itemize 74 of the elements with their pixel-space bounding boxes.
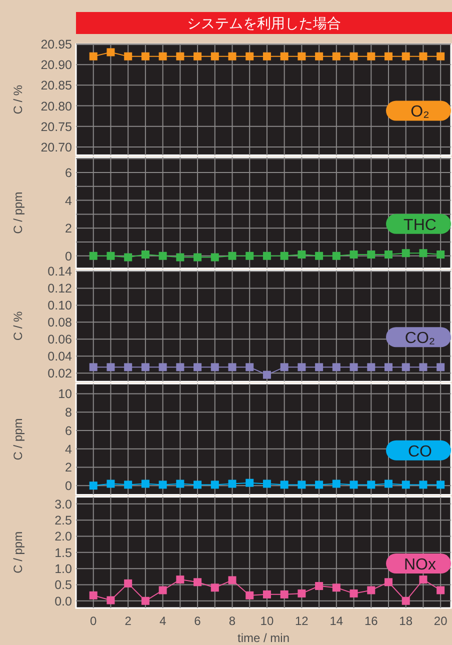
series-label: CO₂ <box>404 330 436 348</box>
x-tick-label: 10 <box>260 614 274 628</box>
point <box>280 590 288 598</box>
x-tick-label: 20 <box>434 614 448 628</box>
y-tick-label: 20.95 <box>40 38 72 52</box>
point <box>106 596 115 604</box>
y-tick-label: 0.0 <box>54 594 72 608</box>
y-tick-label: 1.5 <box>54 546 72 560</box>
point <box>402 596 410 605</box>
x-tick-label: 2 <box>124 614 132 628</box>
point <box>124 579 132 588</box>
y-tick-label: 0 <box>65 249 72 264</box>
x-tick-label: 12 <box>295 614 309 628</box>
y-tick-label: 8 <box>65 406 72 420</box>
y-tick-label: 6 <box>65 424 72 438</box>
y-axis-title: C / % <box>11 311 25 341</box>
y-axis-title: C / ppm <box>11 418 25 460</box>
point <box>228 576 236 584</box>
y-tick-label: 2.0 <box>54 530 72 544</box>
y-tick-label: 4 <box>65 442 72 456</box>
series-label: THC <box>404 216 436 234</box>
y-tick-label: 2 <box>65 460 72 475</box>
y-tick-label: 20.90 <box>40 58 72 72</box>
y-tick-label: 20.75 <box>40 120 72 134</box>
series-label: NOx <box>404 556 436 574</box>
point <box>89 591 98 600</box>
point <box>158 586 167 594</box>
y-tick-label: 6 <box>65 166 72 180</box>
point <box>350 589 358 598</box>
y-tick-label: 0.08 <box>48 316 72 330</box>
y-tick-label: 2.5 <box>54 514 72 528</box>
y-tick-label: 4 <box>65 194 72 208</box>
y-tick-label: 0.04 <box>48 350 72 364</box>
point <box>141 596 150 605</box>
point <box>384 578 392 586</box>
x-axis-title: time / min <box>237 631 290 645</box>
point <box>176 576 184 584</box>
x-tick-label: 16 <box>364 614 378 628</box>
y-tick-label: 0.06 <box>48 332 72 347</box>
point <box>262 590 271 598</box>
y-tick-label: 0 <box>65 479 72 494</box>
x-tick-label: 14 <box>330 614 344 628</box>
x-tick-label: 8 <box>228 614 236 628</box>
y-tick-label: 0.02 <box>48 366 72 381</box>
y-tick-label: 1.0 <box>54 562 72 576</box>
x-tick-label: 6 <box>194 614 202 628</box>
point <box>332 584 340 592</box>
y-tick-label: 0.12 <box>48 282 72 296</box>
x-tick-label: 18 <box>399 614 413 628</box>
point <box>315 582 324 590</box>
y-tick-label: 0.10 <box>48 298 72 313</box>
y-tick-label: 0.5 <box>54 578 72 592</box>
point <box>210 584 219 592</box>
y-axis-title: C / % <box>11 84 25 114</box>
y-tick-label: 10 <box>58 387 72 402</box>
x-tick-label: 0 <box>90 614 98 628</box>
point <box>436 586 445 594</box>
x-tick-label: 4 <box>159 614 166 628</box>
y-tick-label: 20.70 <box>40 140 72 154</box>
y-tick-label: 0.14 <box>48 264 72 279</box>
point <box>419 576 428 584</box>
y-tick-label: 3.0 <box>54 497 72 512</box>
y-tick-label: 20.80 <box>40 99 72 114</box>
y-tick-label: 20.85 <box>40 78 72 93</box>
y-axis-title: C / ppm <box>11 192 25 234</box>
y-tick-label: 2 <box>65 222 72 236</box>
point <box>367 586 376 594</box>
chart-title: システムを利用した場合 <box>187 15 341 31</box>
point <box>298 589 306 598</box>
y-axis-title: C / ppm <box>11 531 25 574</box>
text: O₂ <box>410 104 430 121</box>
point <box>194 578 202 586</box>
series-label: CO <box>408 443 432 460</box>
point <box>246 591 254 600</box>
